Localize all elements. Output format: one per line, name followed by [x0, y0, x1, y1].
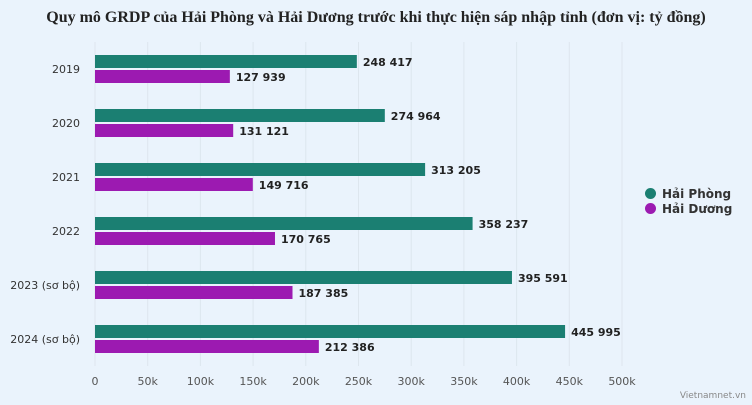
data-label: 187 385 [299, 287, 349, 300]
chart-title: Quy mô GRDP của Hải Phòng và Hải Dương t… [46, 9, 706, 26]
data-label: 170 765 [281, 233, 331, 246]
x-tick-label: 150k [239, 375, 267, 388]
data-label: 127 939 [236, 71, 286, 84]
x-tick-label: 250k [345, 375, 373, 388]
data-label: 395 591 [518, 272, 568, 285]
x-tick-label: 200k [292, 375, 320, 388]
data-label: 274 964 [391, 110, 441, 123]
x-tick-label: 450k [556, 375, 584, 388]
legend-item[interactable]: Hải Dương [645, 201, 732, 216]
category-label: 2023 (sơ bộ) [10, 279, 80, 292]
category-label: 2020 [52, 117, 80, 130]
bar-hai-duong [95, 70, 230, 83]
data-label: 248 417 [363, 56, 413, 69]
x-tick-label: 500k [608, 375, 636, 388]
bar-hai-phong [95, 163, 426, 176]
bar-hai-phong [95, 55, 357, 68]
bar-hai-duong [95, 178, 253, 191]
legend-label: Hải Phòng [662, 186, 732, 201]
x-tick-label: 350k [450, 375, 478, 388]
data-label: 358 237 [479, 218, 529, 231]
x-tick-label: 0 [92, 375, 99, 388]
category-label: 2022 [52, 225, 80, 238]
category-label: 2024 (sơ bộ) [10, 333, 80, 346]
bar-hai-phong [95, 325, 566, 338]
legend-item[interactable]: Hải Phòng [645, 186, 732, 201]
data-label: 149 716 [259, 179, 309, 192]
x-tick-label: 300k [398, 375, 426, 388]
legend-label: Hải Dương [662, 201, 733, 216]
bar-hai-duong [95, 232, 275, 245]
data-label: 313 205 [431, 164, 481, 177]
category-label: 2019 [52, 63, 80, 76]
legend-dot-icon [645, 188, 656, 199]
source-credit: Vietnamnet.vn [679, 391, 746, 401]
bar-hai-duong [95, 286, 293, 299]
x-tick-label: 100k [187, 375, 215, 388]
bar-hai-phong [95, 271, 512, 284]
data-label: 212 386 [325, 341, 375, 354]
legend: Hải Phòng Hải Dương [645, 186, 732, 216]
bar-hai-duong [95, 124, 234, 137]
data-label: 445 995 [571, 326, 621, 339]
bar-hai-phong [95, 217, 473, 230]
x-tick-label: 50k [138, 375, 159, 388]
bar-hai-duong [95, 340, 319, 353]
category-label: 2021 [52, 171, 80, 184]
data-label: 131 121 [239, 125, 289, 138]
legend-dot-icon [645, 203, 656, 214]
bar-hai-phong [95, 109, 385, 122]
x-tick-label: 400k [503, 375, 531, 388]
